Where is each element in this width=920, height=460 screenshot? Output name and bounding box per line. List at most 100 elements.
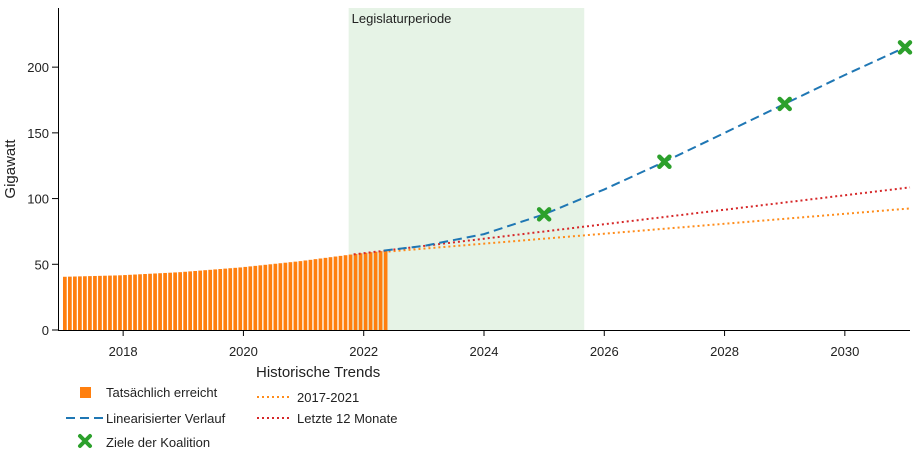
actual-bar [173, 272, 177, 330]
y-axis-label: Gigawatt [2, 139, 19, 199]
actual-bar [273, 263, 278, 330]
legend-label-trend-2017-2021: 2017-2021 [297, 390, 359, 405]
actual-bar [218, 269, 223, 330]
actual-bar [288, 262, 293, 330]
actual-bar [368, 252, 373, 330]
actual-bar [163, 272, 167, 330]
x-ticks: 2018 2020 2022 2024 2026 2028 2030 [109, 330, 859, 359]
x-tick-label: 2028 [710, 344, 739, 359]
actual-bar [243, 266, 248, 330]
actual-bar [333, 256, 338, 330]
actual-bar [253, 265, 258, 330]
actual-bar [153, 273, 157, 330]
actual-bar [193, 270, 198, 330]
actual-bar [208, 269, 213, 330]
actual-bar [293, 261, 298, 330]
x-tick-label: 2022 [349, 344, 378, 359]
actual-bar [298, 261, 303, 330]
goal-marker [657, 154, 672, 170]
actual-bar [313, 259, 318, 330]
actual-bar [338, 255, 343, 330]
actual-bar [168, 272, 172, 330]
x-tick-label: 2030 [830, 344, 859, 359]
legend-item-goals: Ziele der Koalition [78, 434, 210, 450]
legend-swatch-actual [80, 387, 91, 398]
actual-bar [123, 275, 127, 330]
y-tick-label: 50 [35, 257, 49, 272]
actual-bar [343, 255, 348, 330]
y-tick-label: 150 [27, 126, 49, 141]
actual-bar [143, 274, 147, 330]
actual-bar [93, 275, 97, 330]
legend-label-actual: Tatsächlich erreicht [106, 385, 218, 400]
actual-bar [118, 275, 122, 330]
trend-line-2017-2021 [353, 207, 911, 256]
actual-bar [263, 264, 268, 330]
y-tick-label: 200 [27, 60, 49, 75]
legend-group-title: Historische Trends [256, 364, 380, 381]
actual-bar [63, 276, 67, 330]
actual-bar [188, 271, 193, 330]
legend-item-trend-2017-2021: 2017-2021 [257, 390, 359, 405]
actual-bar [108, 275, 112, 330]
actual-bar [383, 250, 388, 330]
actual-bar [233, 267, 238, 330]
actual-bar [133, 274, 137, 330]
trend-lines [353, 46, 911, 256]
x-tick-label: 2026 [590, 344, 619, 359]
band-layer: Legislaturperiode [348, 8, 585, 330]
actual-bar [198, 270, 203, 330]
legend-label-goals: Ziele der Koalition [106, 435, 210, 450]
goal-marker [777, 96, 792, 112]
legend: Tatsächlich erreicht Linearisierter Verl… [66, 364, 397, 450]
legend-item-linearized: Linearisierter Verlauf [66, 411, 226, 426]
legend-label-trend-12m: Letzte 12 Monate [297, 411, 397, 426]
legend-item-actual: Tatsächlich erreicht [80, 385, 218, 400]
actual-bar [128, 274, 132, 330]
y-ticks: 0 50 100 150 200 [27, 60, 59, 338]
actual-bar [98, 275, 102, 330]
actual-bar [348, 254, 353, 330]
legend-label-linearized: Linearisierter Verlauf [106, 411, 226, 426]
linearized-line [383, 46, 906, 252]
x-tick-label: 2018 [109, 344, 138, 359]
axes: 2018 2020 2022 2024 2026 2028 2030 0 50 100 150 20… [2, 8, 910, 359]
actual-bar [248, 266, 253, 330]
actual-bar [183, 271, 187, 330]
actual-bar [73, 276, 77, 330]
actual-bar [358, 253, 363, 330]
legislature-band-label: Legislaturperiode [352, 11, 452, 26]
actual-bar [258, 265, 263, 330]
actual-bar [103, 275, 107, 330]
actual-bars [63, 250, 388, 330]
legend-item-trend-12m: Letzte 12 Monate [257, 411, 397, 426]
actual-bar [68, 276, 72, 330]
actual-bar [228, 268, 233, 330]
actual-bar [223, 268, 228, 330]
actual-bar [238, 267, 243, 330]
actual-bar [353, 253, 358, 330]
actual-bar [88, 276, 92, 330]
x-tick-label: 2024 [470, 344, 499, 359]
actual-bar [308, 259, 313, 330]
legend-swatch-goals [78, 434, 92, 448]
actual-bar [158, 273, 162, 330]
actual-bar [203, 270, 208, 330]
actual-bar [213, 269, 218, 330]
actual-bar [323, 257, 328, 330]
actual-bar [148, 273, 152, 330]
actual-bar [318, 258, 323, 330]
actual-bar [83, 276, 87, 330]
goal-markers [536, 40, 913, 222]
goal-marker [897, 40, 913, 55]
y-tick-label: 100 [27, 192, 49, 207]
actual-bar [378, 251, 383, 330]
actual-bar [303, 260, 308, 330]
actual-bar [373, 251, 378, 330]
legislature-band [348, 8, 585, 330]
x-tick-label: 2020 [229, 344, 258, 359]
goal-marker [536, 207, 552, 222]
actual-bar [78, 276, 82, 330]
actual-bar [283, 262, 288, 330]
